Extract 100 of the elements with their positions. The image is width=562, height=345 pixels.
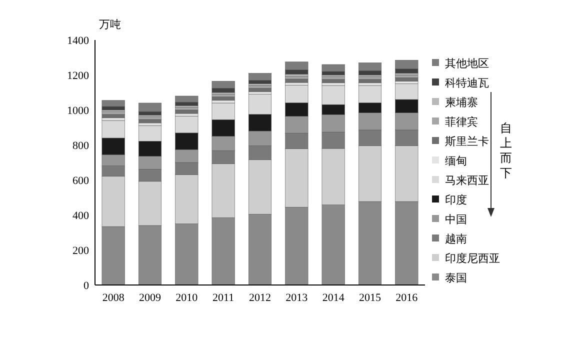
bar: [102, 114, 125, 118]
bar: [248, 73, 272, 80]
bar: [102, 106, 125, 110]
bar: [285, 206, 308, 286]
bar: [175, 149, 198, 163]
bar: [212, 80, 235, 88]
bar: [395, 68, 418, 74]
bar: [138, 116, 162, 120]
bar: [248, 214, 272, 286]
bar: [358, 102, 382, 113]
text: 自上而下: [500, 121, 512, 180]
bar: [358, 130, 382, 146]
bar: [212, 88, 235, 93]
bar: [212, 100, 235, 104]
bar: [138, 119, 162, 124]
bar: [358, 201, 382, 286]
bar: [138, 169, 162, 182]
bar: [248, 130, 272, 146]
y-tick-label: 800: [72, 140, 90, 152]
bar: [175, 107, 198, 110]
bar: [322, 64, 345, 72]
y-tick-label: 0: [84, 280, 90, 292]
bar: [212, 150, 235, 164]
bar: [358, 85, 382, 103]
x-tick-label: 2013: [286, 292, 308, 304]
bar: [175, 132, 198, 150]
bar: [212, 96, 235, 101]
bar: [212, 136, 235, 151]
bar: [322, 85, 345, 105]
bar: [395, 130, 418, 146]
bar: [322, 204, 345, 286]
bar: [358, 82, 382, 86]
bar: [395, 201, 418, 286]
bar: [358, 79, 382, 84]
y-axis-title: 万吨: [99, 18, 121, 31]
bar: [138, 156, 162, 170]
bar: [358, 62, 382, 71]
x-tick-label: 2012: [249, 292, 271, 304]
bar: [285, 132, 308, 149]
legend-label: 菲律宾: [445, 116, 478, 128]
bar: [285, 62, 308, 70]
bar: [248, 94, 272, 115]
bar: [395, 99, 418, 113]
bar: [138, 141, 162, 156]
legend-label: 中国: [445, 213, 467, 226]
bar: [212, 164, 235, 218]
bar: [285, 76, 308, 80]
bar: [285, 116, 308, 134]
bar: [102, 138, 125, 155]
bar: [175, 224, 198, 286]
bar: [138, 125, 162, 142]
bar: [102, 176, 125, 227]
x-tick-label: 2009: [139, 292, 162, 304]
bar: [322, 82, 345, 86]
bar: [248, 146, 272, 160]
bar: [358, 112, 382, 130]
bar: [322, 104, 345, 115]
bar: [102, 100, 125, 107]
bar: [322, 148, 345, 205]
legend-label: 其他地区: [445, 57, 489, 70]
bar: [358, 146, 382, 202]
bar: [175, 162, 198, 175]
legend-label: 印度: [445, 194, 467, 206]
y-tick-label: 1000: [67, 105, 90, 117]
x-tick-label: 2010: [176, 292, 198, 304]
bar: [212, 119, 235, 136]
bar: [322, 114, 345, 132]
bar: [248, 114, 272, 132]
bar: [395, 60, 418, 70]
bar: [175, 110, 198, 114]
bar: [212, 102, 235, 120]
bar: [322, 71, 345, 76]
bar: [138, 102, 162, 112]
y-tick-label: 1400: [67, 35, 90, 47]
y-tick-label: 200: [72, 245, 90, 257]
x-tick-label: 2008: [102, 292, 125, 304]
legend-label: 越南: [445, 232, 467, 246]
y-tick-label: 400: [72, 210, 90, 222]
bar: [138, 225, 162, 286]
bar: [285, 102, 308, 116]
bar: [102, 120, 125, 138]
bar: [175, 116, 198, 134]
bar: [175, 96, 198, 102]
bar: [285, 85, 308, 103]
legend-label: 马来西亚: [445, 174, 489, 187]
bar: [322, 132, 345, 149]
bar: [248, 160, 272, 214]
y-tick-label: 600: [72, 175, 90, 187]
bar: [102, 166, 125, 176]
bar: [175, 174, 198, 224]
x-tick-label: 2014: [322, 292, 345, 304]
bar: [138, 111, 162, 116]
bar: [285, 70, 308, 74]
bar: [175, 102, 198, 106]
bar: [395, 84, 418, 100]
legend-label: 柬埔寨: [445, 96, 478, 109]
bar: [248, 80, 272, 84]
bar: [138, 181, 162, 226]
bar: [285, 78, 308, 83]
bar: [212, 217, 235, 286]
